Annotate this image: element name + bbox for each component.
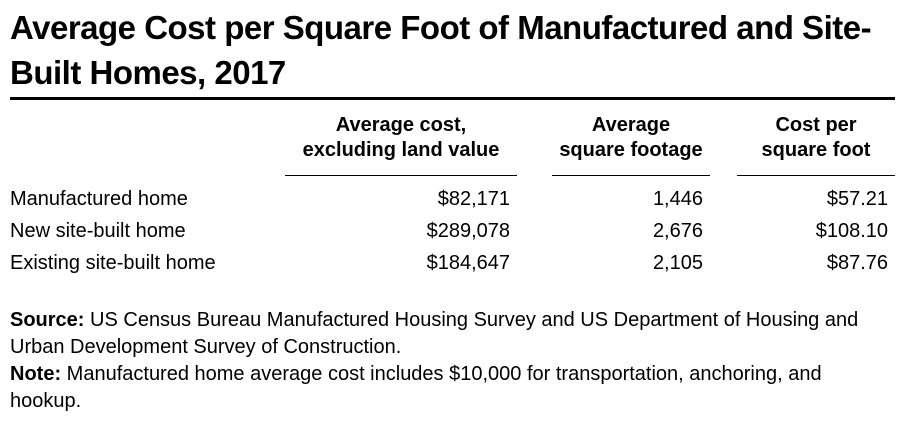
column-header-cost-per-square-foot-line2: square foot (761, 139, 871, 161)
column-gap (710, 176, 737, 211)
row-label: New site-built home (10, 220, 186, 242)
methodology-note: Note: Manufactured home average cost inc… (10, 361, 890, 415)
column-gap (517, 113, 552, 176)
data-table: Average cost, excluding land value Avera… (10, 113, 895, 274)
cell-average-cost: $289,078 (426, 220, 510, 242)
column-gap (517, 242, 552, 274)
note-label: Note: (10, 363, 62, 385)
column-gap (710, 113, 737, 176)
cell-average-cost: $82,171 (437, 188, 510, 210)
table-row-new-site-built-home: New site-built home $289,078 2,676 $108.… (10, 210, 895, 242)
header-row: Average cost, excluding land value Avera… (10, 113, 895, 176)
cell-average-square-footage: 2,676 (652, 220, 703, 242)
column-gap (517, 210, 552, 242)
figure-title-line1: Average Cost per Square Foot of Manufact… (10, 9, 872, 46)
column-header-cost-per-square-foot: Cost per square foot (737, 113, 895, 176)
row-label: Existing site-built home (10, 252, 216, 274)
column-gap (710, 210, 737, 242)
cell-cost-per-square-foot: $108.10 (815, 220, 888, 242)
title-divider-rule (10, 97, 895, 100)
cell-cost-per-square-foot: $87.76 (826, 252, 888, 274)
cell-average-cost: $184,647 (426, 252, 510, 274)
figure: Average Cost per Square Foot of Manufact… (0, 5, 904, 415)
column-header-average-square-footage: Average square footage (552, 113, 710, 176)
column-header-cost-per-square-foot-line1: Cost per (775, 114, 857, 136)
column-header-average-square-footage-line2: square footage (559, 139, 703, 161)
footnotes: Source: US Census Bureau Manufactured Ho… (10, 307, 890, 415)
row-header-spacer (10, 113, 285, 176)
figure-title: Average Cost per Square Foot of Manufact… (10, 5, 895, 95)
cell-average-square-footage: 2,105 (652, 252, 703, 274)
note-text: Manufactured home average cost includes … (10, 363, 822, 412)
cell-average-square-footage: 1,446 (652, 188, 703, 210)
column-gap (710, 242, 737, 274)
column-header-average-cost-line2: excluding land value (302, 139, 500, 161)
table-row-existing-site-built-home: Existing site-built home $184,647 2,105 … (10, 242, 895, 274)
source-label: Source: (10, 309, 85, 331)
source-note: Source: US Census Bureau Manufactured Ho… (10, 307, 890, 361)
column-header-average-square-footage-line1: Average (591, 114, 671, 136)
column-header-average-cost-line1: Average cost, (335, 114, 467, 136)
column-gap (517, 176, 552, 211)
table-row-manufactured-home: Manufactured home $82,171 1,446 $57.21 (10, 176, 895, 211)
cell-cost-per-square-foot: $57.21 (826, 188, 888, 210)
row-label: Manufactured home (10, 188, 188, 210)
column-header-average-cost: Average cost, excluding land value (285, 113, 517, 176)
figure-title-line2: Built Homes, 2017 (10, 54, 286, 91)
source-text: US Census Bureau Manufactured Housing Su… (10, 309, 859, 358)
